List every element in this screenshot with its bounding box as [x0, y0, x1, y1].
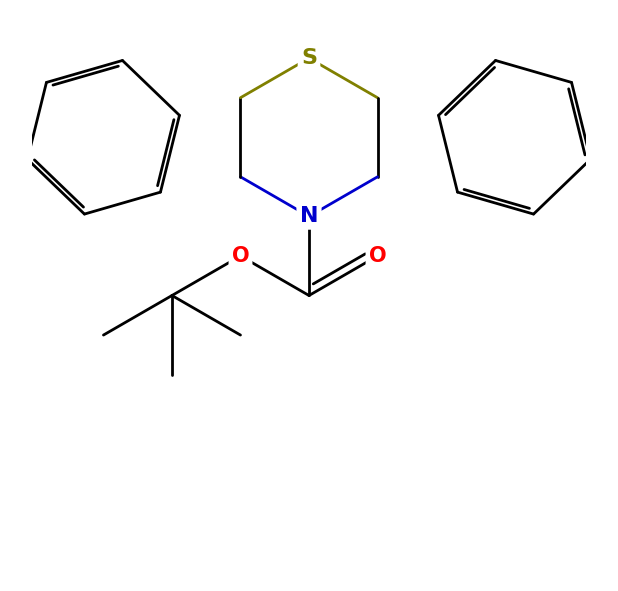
Text: N: N	[300, 206, 318, 226]
Text: O: O	[369, 246, 386, 266]
Text: O: O	[232, 246, 249, 266]
Text: S: S	[301, 48, 317, 68]
